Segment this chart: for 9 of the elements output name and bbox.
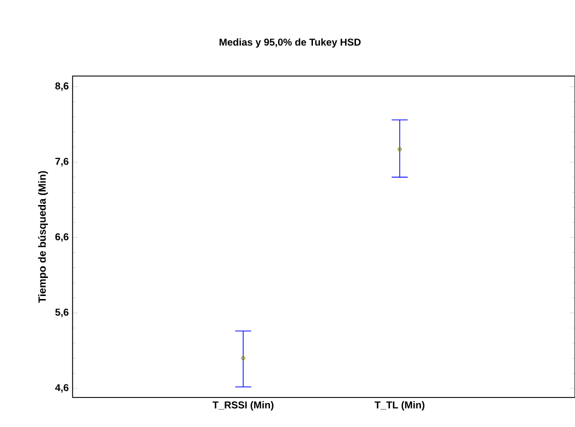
x-tick-label: T_RSSI (Min) — [212, 401, 274, 410]
y-tick-label: 4,6 — [55, 384, 68, 393]
x-tick-label: T_TL (Min) — [374, 401, 424, 410]
y-axis-title: Tiempo de búsqueda (Min) — [38, 171, 48, 303]
chart-title: Medias y 95,0% de Tukey HSD — [220, 38, 361, 48]
y-tick-label: 8,6 — [55, 82, 68, 91]
y-tick-label: 7,6 — [55, 158, 68, 166]
y-tick-label: 6,6 — [55, 233, 68, 242]
y-tick-label: 5,6 — [55, 308, 68, 318]
